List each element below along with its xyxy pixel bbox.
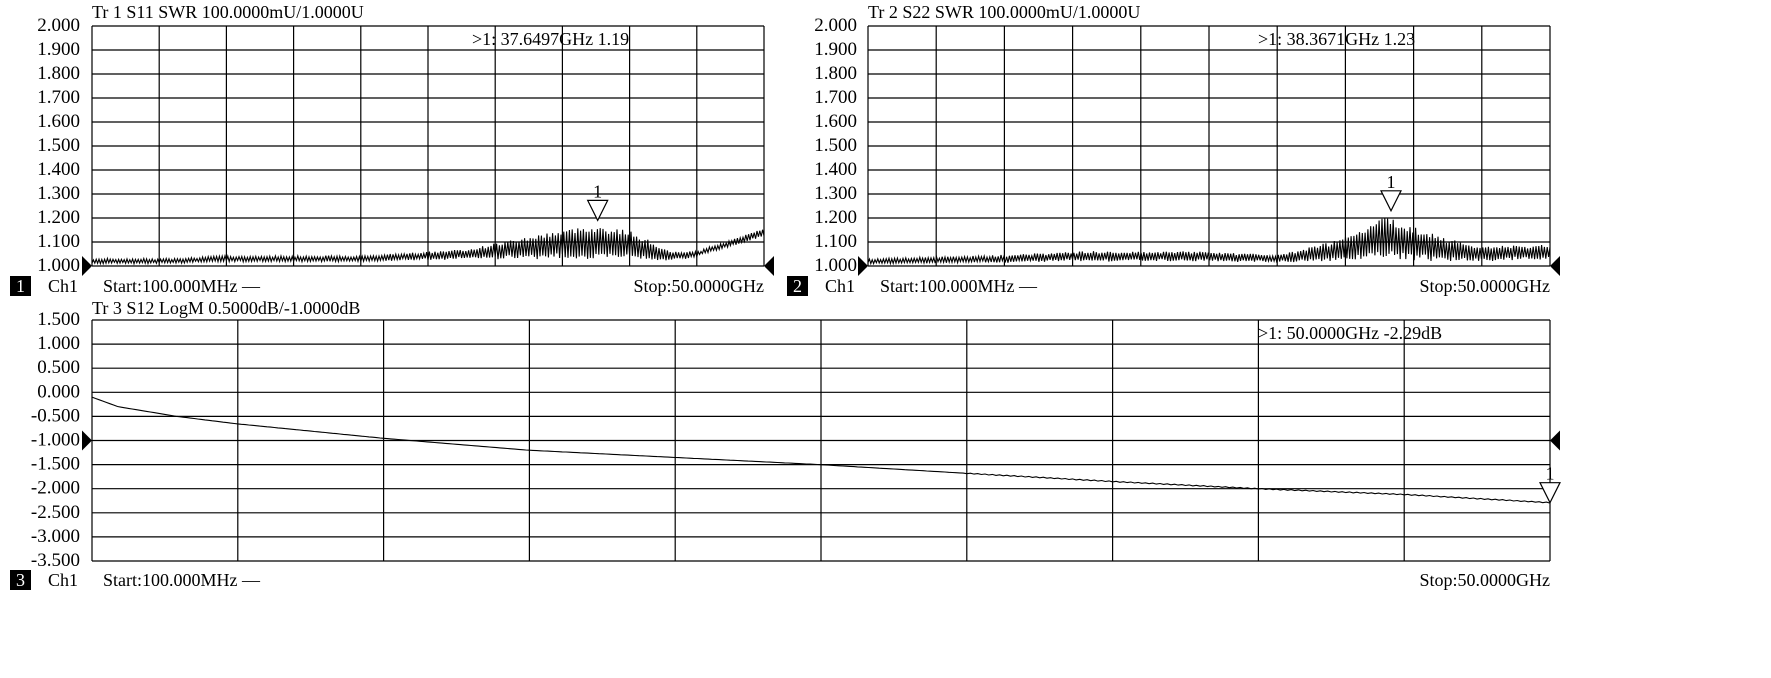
channel-name: Ch1 (48, 276, 78, 296)
channel-number: 2 (793, 276, 802, 296)
trace-title: Tr 3 S12 LogM 0.5000dB/-1.0000dB (92, 298, 360, 318)
reference-right-arrow-icon (1550, 430, 1560, 451)
trace-line (91, 228, 765, 266)
marker-readout: >1: 38.3671GHz 1.23 (1258, 29, 1415, 49)
y-tick-label: -2.500 (31, 502, 80, 523)
start-frequency: Start:100.000MHz — (103, 570, 261, 590)
y-tick-label: 1.000 (37, 333, 80, 354)
y-tick-label: -3.000 (31, 526, 80, 547)
y-tick-label: 1.800 (37, 63, 80, 84)
y-tick-label: 0.500 (37, 357, 80, 378)
start-frequency: Start:100.000MHz — (103, 276, 261, 296)
y-tick-label: 1.100 (814, 231, 857, 252)
y-tick-label: -2.000 (31, 478, 80, 499)
y-tick-label: 1.600 (814, 111, 857, 132)
channel-number: 3 (16, 570, 25, 590)
y-tick-label: -0.500 (31, 405, 80, 426)
y-tick-label: 1.500 (37, 309, 80, 330)
y-tick-label: 1.700 (37, 87, 80, 108)
channel-name: Ch1 (825, 276, 855, 296)
y-tick-label: 1.200 (37, 207, 80, 228)
y-tick-label: 1.500 (37, 135, 80, 156)
trace-panel-1: 2.000 1.900 1.800 1.700 1.600 1.500 1.400 1.300… (10, 2, 774, 296)
trace-title: Tr 2 S22 SWR 100.0000mU/1.0000U (868, 2, 1140, 22)
channel-number-box (10, 276, 31, 296)
reference-left-arrow-icon (858, 256, 868, 276)
y-tick-label: 1.800 (814, 63, 857, 84)
y-tick-label: 1.400 (814, 159, 857, 180)
y-tick-label: 0.000 (37, 381, 80, 402)
channel-number: 1 (16, 276, 25, 296)
marker-number: 1 (593, 181, 602, 201)
marker-triangle-icon (586, 199, 609, 222)
trace-panel-3: 1.500 1.000 0.500 0.000 -0.500 -1.000 -1.500 -2… (10, 298, 1561, 590)
y-tick-label: 1.900 (37, 39, 80, 60)
y-tick-label: 1.500 (814, 135, 857, 156)
y-tick-label: -3.500 (31, 550, 80, 571)
channel-bar: 3 Ch1 Start:100.000MHz — Stop:50.0000GHz (10, 570, 1550, 590)
trace-line (867, 218, 1551, 266)
marker-number: 1 (1387, 172, 1396, 192)
marker-readout: >1: 50.0000GHz -2.29dB (1258, 323, 1442, 343)
reference-left-arrow-icon (82, 256, 92, 276)
trace-title: Tr 1 S11 SWR 100.0000mU/1.0000U (92, 2, 364, 22)
reference-right-arrow-icon (764, 256, 774, 276)
y-tick-label: 1.900 (814, 39, 857, 60)
y-tick-label: 1.600 (37, 111, 80, 132)
y-tick-label: 2.000 (37, 15, 80, 36)
y-tick-label: 2.000 (814, 15, 857, 36)
y-tick-label: -1.500 (31, 454, 80, 475)
y-tick-label: 1.000 (37, 255, 80, 276)
y-tick-label: 1.400 (37, 159, 80, 180)
marker-triangle-icon (1539, 482, 1561, 505)
y-tick-label: 1.300 (814, 183, 857, 204)
y-tick-label: 1.100 (37, 231, 80, 252)
trace-panel-2: 2.000 1.900 1.800 1.700 1.600 1.500 1.400 1.300… (787, 2, 1560, 296)
reference-left-arrow-icon (82, 430, 92, 451)
y-tick-label: 1.200 (814, 207, 857, 228)
marker-number: 1 (1546, 464, 1555, 484)
y-tick-label: -1.000 (31, 430, 80, 451)
channel-number-box (787, 276, 808, 296)
marker-triangle-icon (1380, 190, 1402, 213)
stop-frequency: Stop:50.0000GHz (634, 276, 765, 296)
trace-line (91, 396, 1551, 504)
stop-frequency: Stop:50.0000GHz (1420, 276, 1551, 296)
y-tick-label: 1.700 (814, 87, 857, 108)
y-tick-label: 1.000 (814, 255, 857, 276)
channel-name: Ch1 (48, 570, 78, 590)
stop-frequency: Stop:50.0000GHz (1420, 570, 1551, 590)
reference-right-arrow-icon (1550, 256, 1560, 276)
y-tick-label: 1.300 (37, 183, 80, 204)
channel-bar: 1 Ch1 Start:100.000MHz — Stop:50.0000GHz (10, 276, 764, 296)
start-frequency: Start:100.000MHz — (880, 276, 1038, 296)
channel-number-box (10, 570, 31, 590)
marker-readout: >1: 37.6497GHz 1.19 (472, 29, 629, 49)
channel-bar: 2 Ch1 Start:100.000MHz — Stop:50.0000GHz (787, 276, 1550, 296)
